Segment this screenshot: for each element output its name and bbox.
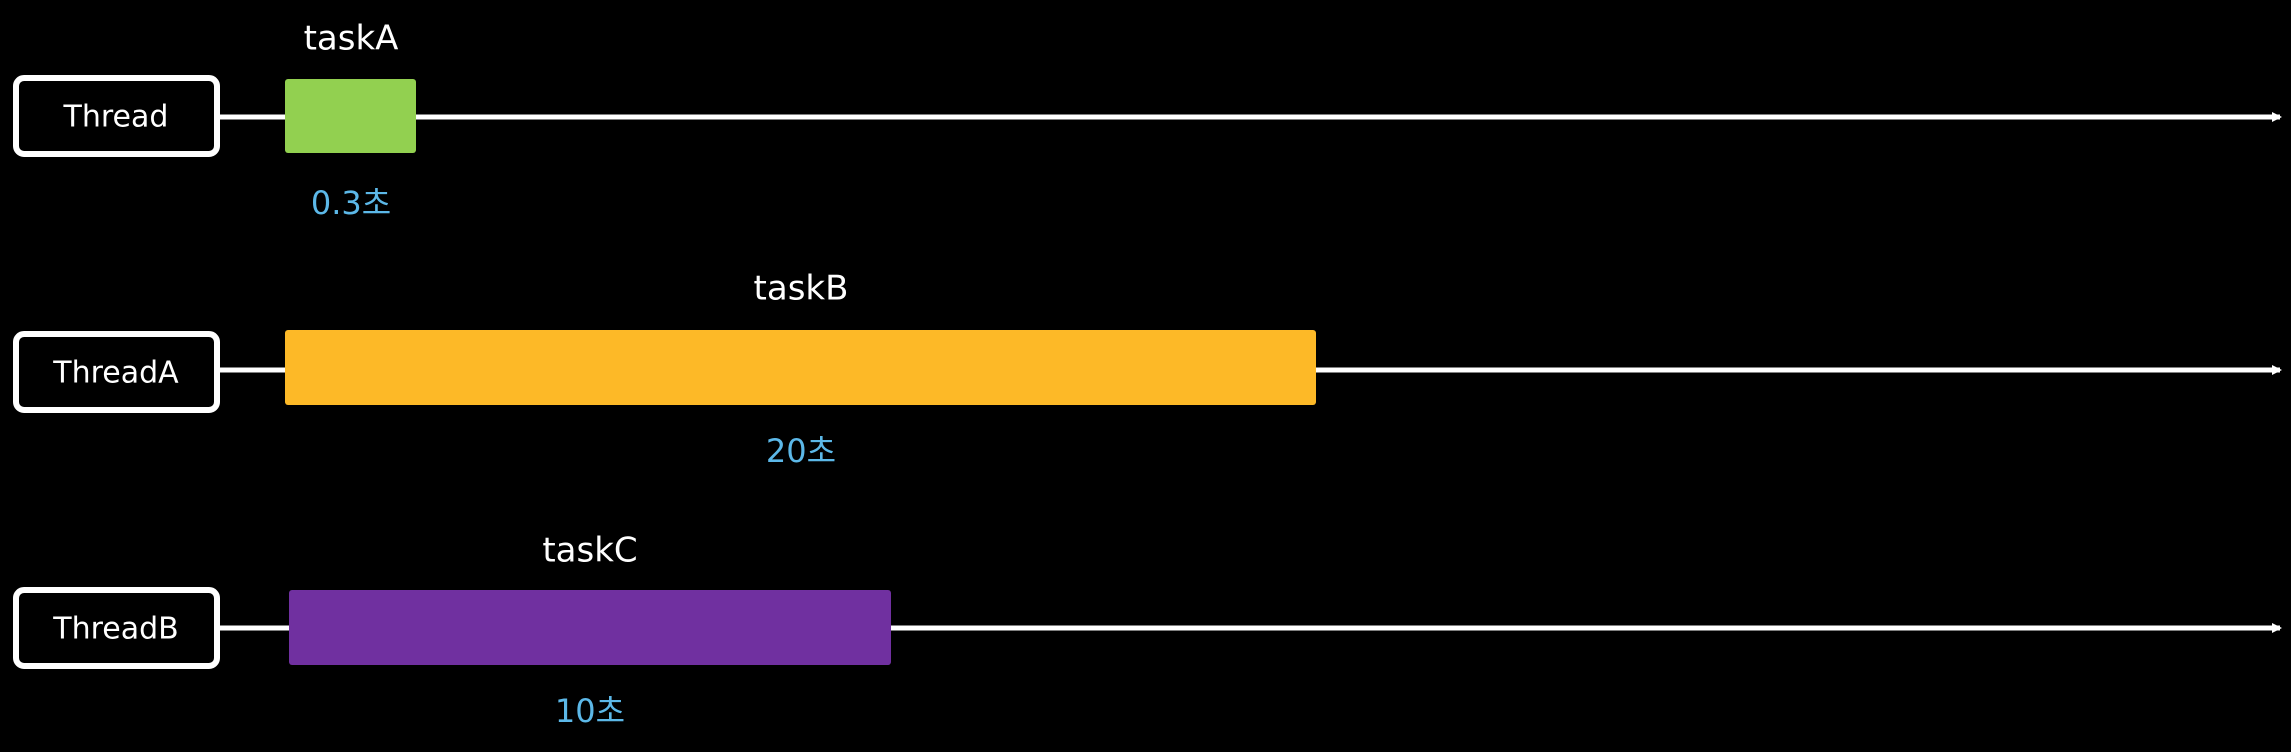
duration-label: 0.3초 bbox=[311, 184, 391, 222]
task-bar bbox=[289, 590, 891, 665]
thread-box bbox=[13, 587, 220, 669]
task-label: taskC bbox=[542, 531, 637, 571]
task-bar bbox=[285, 79, 416, 153]
task-label: taskA bbox=[304, 19, 399, 59]
thread-box bbox=[13, 331, 220, 413]
thread-label: ThreadA bbox=[52, 356, 179, 391]
thread-label: Thread bbox=[63, 100, 169, 135]
thread-box bbox=[13, 75, 220, 157]
task-label: taskB bbox=[754, 269, 849, 309]
task-bar bbox=[285, 330, 1316, 405]
thread-label: ThreadB bbox=[52, 612, 178, 647]
duration-label: 20초 bbox=[766, 432, 836, 470]
duration-label: 10초 bbox=[555, 692, 625, 730]
